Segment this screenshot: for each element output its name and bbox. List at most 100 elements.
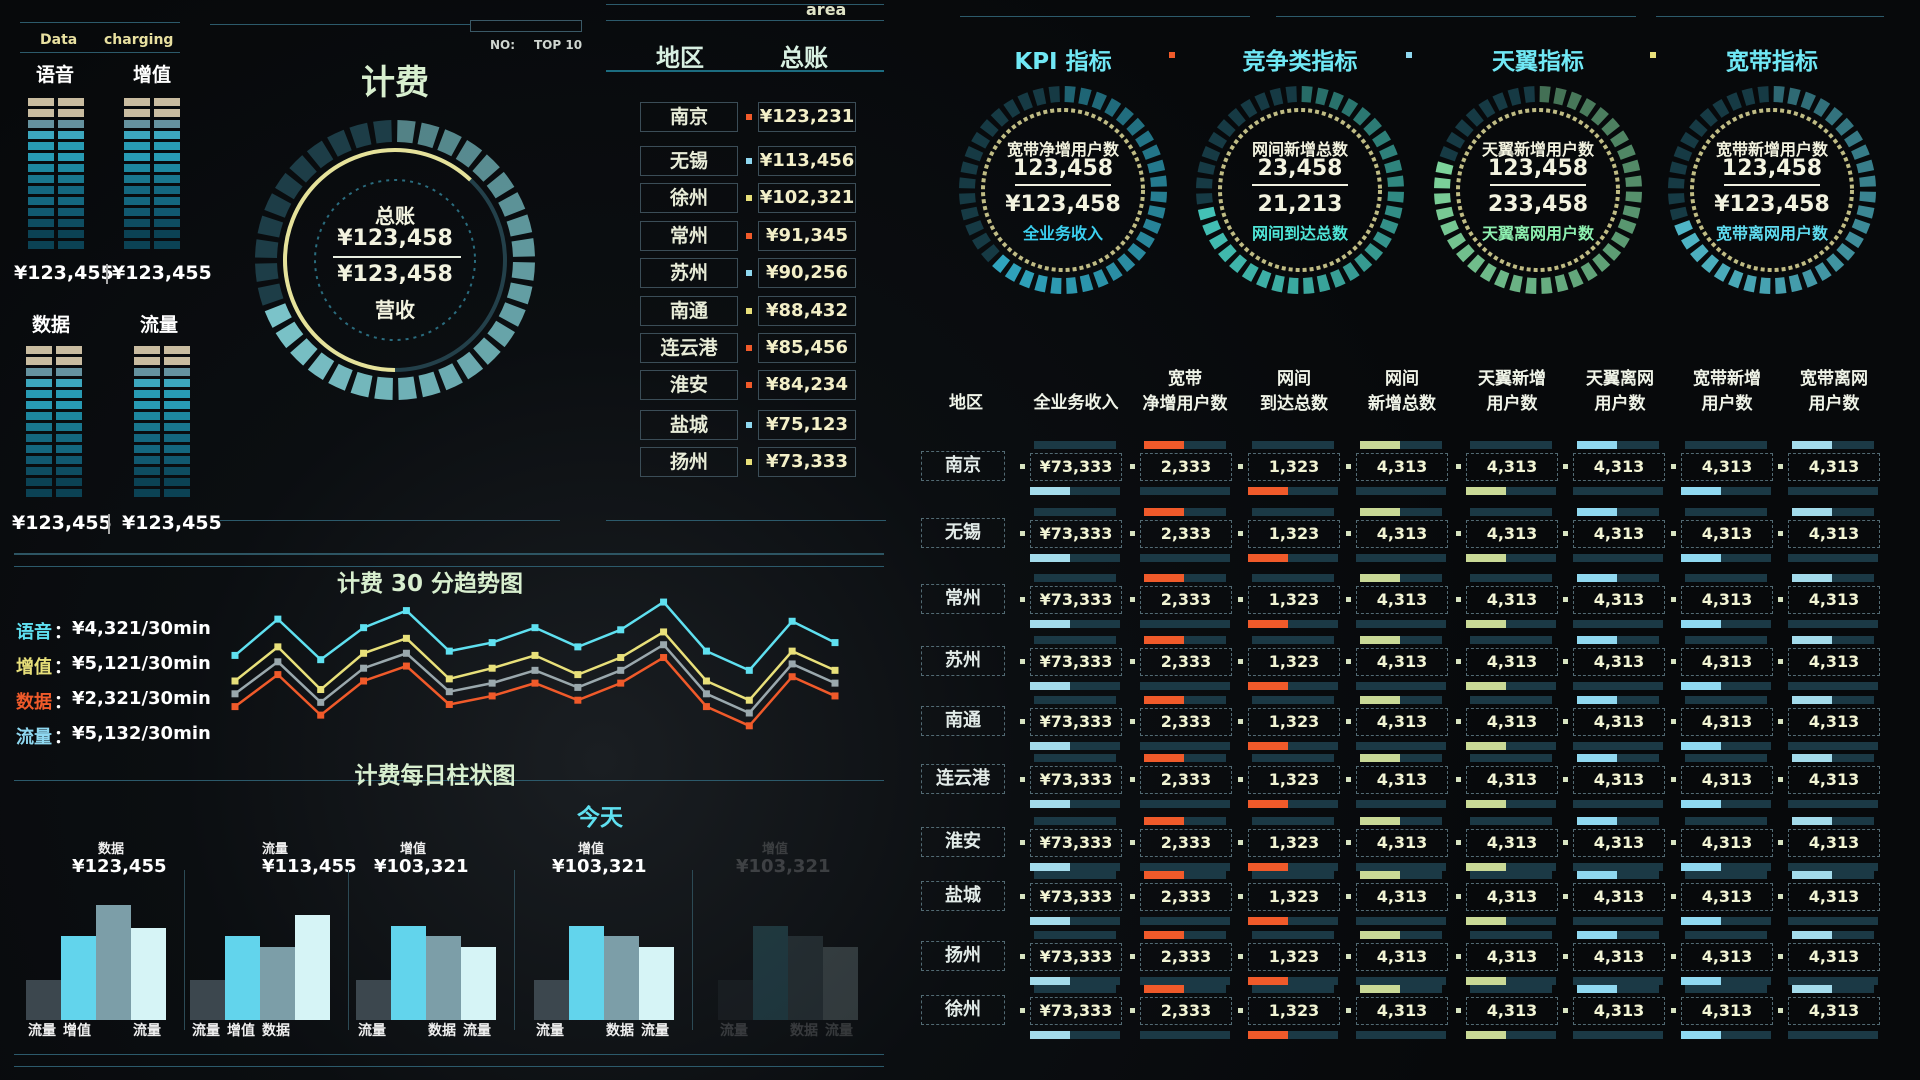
meter-segment [28, 197, 54, 205]
region-total: ¥91,345 [758, 221, 856, 251]
mini-bar-fill [1792, 931, 1832, 939]
region-row[interactable]: 南京 ¥123,231 [636, 102, 858, 132]
mini-bar-track [1681, 682, 1771, 690]
gauge-segment [1579, 98, 1597, 118]
gauge-segment [1003, 99, 1021, 118]
gauge-segment [1836, 242, 1856, 261]
daily-bar [26, 979, 61, 1020]
mini-bar-track [1788, 620, 1878, 628]
region-row[interactable]: 徐州 ¥102,321 [636, 183, 858, 213]
table-cell: 1,323 [1248, 943, 1340, 971]
region-dot [746, 195, 752, 201]
meter-segment [56, 456, 82, 464]
region-row[interactable]: 苏州 ¥90,256 [636, 258, 858, 288]
mini-bar-fill [1144, 754, 1184, 762]
divider [210, 24, 470, 25]
cell-marker [1346, 719, 1351, 724]
table-cell: 4,313 [1466, 520, 1558, 548]
region-cell[interactable]: 连云港 [921, 764, 1005, 794]
table-cell: 4,313 [1466, 648, 1558, 676]
bar-category: 流量 [641, 1023, 669, 1039]
gauge-top-label: 宽带新增用户数 [1715, 140, 1828, 159]
region-cell[interactable]: 盐城 [921, 881, 1005, 911]
gauge-segment [1048, 86, 1060, 103]
region-row[interactable]: 连云港 ¥85,456 [636, 333, 858, 363]
trend-point [788, 617, 796, 625]
table-cell: ¥73,333 [1030, 648, 1122, 676]
mini-bar-fill [1360, 441, 1400, 449]
table-cell: 2,333 [1140, 943, 1232, 971]
region-cell[interactable]: 南通 [921, 706, 1005, 736]
mini-bar-track [1140, 742, 1230, 750]
region-row[interactable]: 盐城 ¥75,123 [636, 410, 858, 440]
table-cell: ¥73,333 [1030, 829, 1122, 857]
tab-charging[interactable]: charging [104, 32, 174, 48]
table-cell: 1,323 [1248, 648, 1340, 676]
gauge-segment [1773, 86, 1785, 103]
meter-segment [58, 241, 84, 249]
mini-bar-track [1685, 508, 1767, 516]
region-row[interactable]: 无锡 ¥113,456 [636, 146, 858, 176]
region-cell[interactable]: 徐州 [921, 995, 1005, 1025]
region-row[interactable]: 淮安 ¥84,234 [636, 370, 858, 400]
mini-bar-fill [1248, 917, 1288, 925]
mini-bar-track [1034, 636, 1116, 644]
cell-marker [1238, 531, 1243, 536]
gauge-title: 天翼指标 [1492, 49, 1584, 75]
ring-segment [306, 140, 334, 169]
gauge-segment [1800, 91, 1816, 111]
gauge-segment [1372, 130, 1391, 148]
trend-point [531, 666, 539, 674]
region-cell[interactable]: 常州 [921, 584, 1005, 614]
divider [606, 520, 886, 521]
mini-bar-fill [1360, 574, 1400, 582]
region-cell[interactable]: 淮安 [921, 827, 1005, 857]
region-row[interactable]: 扬州 ¥73,333 [636, 447, 858, 477]
mini-bar-track [1140, 917, 1230, 925]
meter-segment [134, 412, 160, 420]
rank-value[interactable]: TOP 10 [534, 38, 583, 52]
gauge-segment [1330, 269, 1346, 288]
region-cell[interactable]: 无锡 [921, 518, 1005, 548]
mini-bar-fill [1030, 682, 1070, 690]
gauge-segment [1802, 269, 1818, 288]
mini-bar-fill [1144, 441, 1184, 449]
region-cell[interactable]: 苏州 [921, 646, 1005, 676]
group-value: ¥113,455 [262, 856, 357, 877]
daily-bar [718, 979, 753, 1020]
meter-segment [26, 456, 52, 464]
region-row[interactable]: 常州 ¥91,345 [636, 221, 858, 251]
gauge-segment [964, 146, 984, 162]
mini-bar-track [1034, 931, 1116, 939]
daily-bar [461, 947, 496, 1020]
trend-point [745, 696, 753, 704]
meter-segment [56, 423, 82, 431]
meter-segment [124, 109, 150, 117]
meter-segment [164, 445, 190, 453]
meter-segment [134, 390, 160, 398]
mini-bar-fill [1466, 554, 1506, 562]
meter-segment [58, 208, 84, 216]
trend-point [831, 692, 839, 700]
mini-bar-track [1573, 863, 1663, 871]
tab-data[interactable]: Data [40, 32, 78, 48]
table-cell: ¥73,333 [1030, 453, 1122, 481]
meter-segment [164, 423, 190, 431]
divider [1656, 16, 1884, 17]
daily-title: 计费每日柱状图 [354, 763, 516, 789]
region-cell[interactable]: 南京 [921, 451, 1005, 481]
meter-segment [164, 379, 190, 387]
meter-segment [28, 120, 54, 128]
cell-marker [1778, 1008, 1783, 1013]
mini-bar-track [1792, 817, 1874, 825]
mini-bar-track [1030, 620, 1120, 628]
ring-segment [487, 320, 516, 348]
region-cell[interactable]: 扬州 [921, 941, 1005, 971]
daily-bar [823, 947, 858, 1020]
meter-segment [28, 219, 54, 227]
meter-segment [124, 120, 150, 128]
gauge-ring [959, 86, 1167, 294]
cell-marker [1563, 777, 1568, 782]
table-cell: 4,313 [1681, 520, 1773, 548]
region-row[interactable]: 南通 ¥88,432 [636, 296, 858, 326]
